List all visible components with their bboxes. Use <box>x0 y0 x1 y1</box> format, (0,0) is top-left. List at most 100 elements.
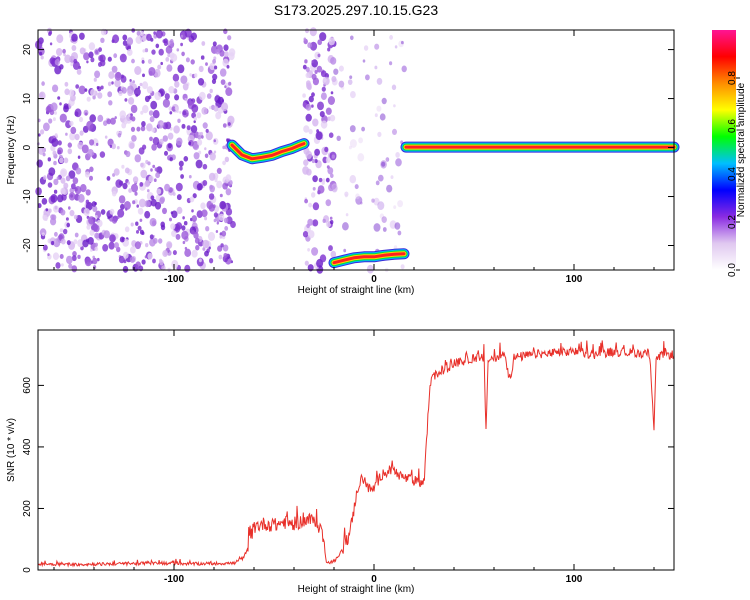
noise-blob <box>71 265 78 273</box>
noise-blob <box>65 217 69 221</box>
noise-blob <box>205 131 213 141</box>
noise-blob <box>228 52 235 61</box>
noise-blob <box>306 168 312 176</box>
y-tick-label: -20 <box>22 238 33 253</box>
noise-blob <box>122 34 128 41</box>
noise-blob <box>117 208 125 218</box>
noise-blob <box>196 112 202 119</box>
noise-blob <box>209 185 215 193</box>
noise-blob <box>152 164 156 169</box>
noise-blob <box>401 40 404 45</box>
noise-blob <box>190 125 198 134</box>
noise-blob <box>315 131 323 141</box>
noise-blob <box>119 236 125 243</box>
noise-blob <box>118 195 126 204</box>
noise-blob <box>84 257 92 267</box>
noise-blob <box>104 135 108 139</box>
noise-blob <box>89 128 92 132</box>
noise-blob <box>172 250 177 256</box>
noise-blob <box>191 209 194 213</box>
noise-blob <box>382 227 387 232</box>
noise-blob <box>60 177 66 184</box>
noise-blob <box>224 226 229 231</box>
noise-blob <box>168 86 175 94</box>
noise-blob <box>75 167 82 175</box>
noise-blob <box>312 187 316 191</box>
y-tick-label: 20 <box>22 44 33 56</box>
noise-blob <box>193 116 197 121</box>
noise-blob <box>60 168 68 177</box>
noise-blob <box>164 183 171 192</box>
noise-blob <box>193 152 200 160</box>
noise-blob <box>147 252 153 260</box>
noise-blob <box>309 27 317 37</box>
noise-blob <box>121 87 127 94</box>
noise-blob <box>393 205 397 210</box>
noise-blob <box>135 221 139 226</box>
noise-blob <box>71 255 77 262</box>
noise-blob <box>127 89 133 97</box>
noise-blob <box>139 30 144 36</box>
noise-blob <box>89 114 96 123</box>
noise-blob <box>69 120 74 127</box>
noise-blob <box>209 258 214 264</box>
noise-blob <box>331 154 335 159</box>
noise-blob <box>321 86 326 92</box>
noise-blob <box>162 98 170 108</box>
noise-blob <box>212 41 217 47</box>
noise-blob <box>39 51 43 56</box>
noise-blob <box>107 81 112 87</box>
noise-blob <box>61 186 69 195</box>
noise-blob <box>161 265 166 271</box>
noise-blob <box>78 85 86 95</box>
noise-blob <box>61 263 64 267</box>
y-tick-label: 0 <box>22 567 33 573</box>
frequency-ridge <box>332 252 406 265</box>
noise-blob <box>79 47 86 55</box>
noise-blob <box>73 214 78 220</box>
noise-blob <box>354 184 359 190</box>
noise-blob <box>349 139 357 148</box>
noise-blob <box>312 219 319 227</box>
noise-blob <box>54 65 62 75</box>
noise-blob <box>209 88 213 94</box>
noise-blob <box>344 194 348 198</box>
noise-blob <box>95 50 99 54</box>
noise-blob <box>56 34 64 44</box>
noise-blob <box>389 35 393 40</box>
spectrogram-frame <box>37 29 675 271</box>
noise-blob <box>139 218 143 222</box>
noise-blob <box>363 45 369 51</box>
noise-blob <box>177 64 185 74</box>
noise-blob <box>312 118 319 127</box>
noise-blob <box>149 234 154 240</box>
noise-blob <box>144 48 149 53</box>
noise-blob <box>314 159 318 163</box>
noise-blob <box>201 209 208 218</box>
noise-blob <box>100 209 106 215</box>
noise-blob <box>110 117 116 125</box>
noise-blob <box>132 176 139 184</box>
noise-blob <box>86 60 89 64</box>
noise-blob <box>70 126 77 134</box>
noise-blob <box>65 132 68 136</box>
noise-blob <box>57 96 61 100</box>
noise-blob <box>328 37 336 46</box>
noise-blob <box>97 114 104 122</box>
noise-blob <box>316 129 319 133</box>
noise-blob <box>84 88 88 92</box>
noise-blob <box>88 216 95 225</box>
noise-blob <box>325 199 332 207</box>
noise-blob <box>221 99 224 103</box>
noise-blob <box>108 100 113 106</box>
noise-blob <box>305 28 309 34</box>
noise-blob <box>204 153 209 159</box>
noise-blob <box>81 144 89 154</box>
noise-blob <box>374 113 378 118</box>
noise-blob <box>112 34 120 44</box>
noise-blob <box>330 91 334 95</box>
noise-blob <box>181 51 185 57</box>
noise-blob <box>98 47 102 52</box>
noise-blob <box>153 31 157 35</box>
noise-blob <box>160 221 165 228</box>
